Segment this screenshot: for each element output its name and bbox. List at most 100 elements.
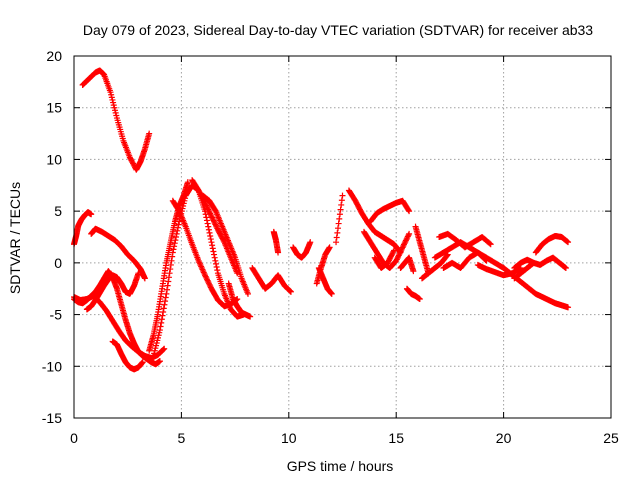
data-point: [165, 278, 172, 285]
data-point: [156, 358, 163, 365]
data-point: [211, 218, 218, 225]
data-point: [205, 206, 212, 213]
data-point: [398, 247, 405, 254]
series-arc-y: [403, 285, 423, 303]
data-point: [334, 225, 341, 232]
data-point: [404, 233, 411, 240]
data-point: [172, 237, 179, 244]
data-point: [160, 308, 167, 315]
y-tick-label: 0: [54, 255, 62, 271]
data-point: [517, 265, 524, 272]
data-point: [333, 234, 340, 241]
data-point: [158, 319, 165, 326]
data-point: [394, 255, 401, 262]
data-point: [146, 130, 153, 137]
series-arc-l: [199, 192, 251, 297]
data-point: [403, 236, 410, 243]
data-point: [203, 214, 210, 221]
data-point: [205, 226, 212, 233]
data-point: [562, 265, 569, 272]
data-point: [207, 210, 214, 217]
data-point: [404, 234, 411, 241]
data-point: [402, 238, 409, 245]
data-point: [212, 222, 219, 229]
data-point: [209, 242, 216, 249]
y-tick-labels: -15 -10 -5 0 5 10 15 20: [42, 48, 62, 426]
data-point: [156, 327, 163, 334]
series-arc-a: [79, 67, 153, 173]
data-point: [393, 256, 400, 263]
data-point: [202, 272, 209, 279]
series-arc-p: [290, 239, 314, 261]
data-point: [203, 274, 210, 281]
data-point: [307, 239, 314, 246]
data-point: [328, 290, 335, 297]
data-point: [162, 298, 169, 305]
data-point: [336, 211, 343, 218]
series-arc-e: [83, 270, 142, 313]
data-point: [202, 199, 209, 206]
data-point: [565, 239, 572, 246]
data-point: [400, 241, 407, 248]
series-arc-f: [88, 225, 148, 282]
series-arc-ah: [532, 232, 572, 256]
data-point: [336, 215, 343, 222]
data-point: [333, 239, 340, 246]
data-points: [71, 67, 572, 373]
x-tick-label: 20: [496, 430, 512, 446]
data-point: [204, 277, 211, 284]
series-arc-w: [371, 247, 398, 272]
data-point: [213, 263, 220, 270]
data-point: [161, 301, 168, 308]
data-point: [202, 211, 209, 218]
data-point: [211, 254, 218, 261]
data-point: [416, 296, 423, 303]
data-point: [486, 240, 493, 247]
data-point: [205, 280, 212, 287]
data-point: [202, 273, 209, 280]
data-point: [275, 249, 282, 256]
data-point: [247, 313, 254, 320]
x-tick-label: 10: [281, 430, 297, 446]
data-point: [202, 201, 209, 208]
data-point: [405, 232, 412, 239]
series-arc-g: [109, 338, 146, 373]
data-point: [410, 268, 417, 275]
series-arc-n: [249, 265, 294, 295]
data-point: [169, 253, 176, 260]
data-point: [203, 202, 210, 209]
series-arc-ac: [436, 230, 494, 251]
y-axis-label: SDTVAR / TECUs: [7, 182, 23, 294]
data-point: [212, 257, 219, 264]
series-arc-m: [225, 280, 254, 320]
data-point: [399, 245, 405, 252]
series-arc-aa: [418, 251, 451, 282]
data-point: [139, 359, 146, 366]
data-point: [287, 288, 294, 295]
data-point: [173, 234, 180, 240]
series-arc-j: [169, 197, 241, 310]
data-point: [530, 259, 537, 266]
data-point: [204, 220, 211, 227]
data-point: [203, 217, 210, 224]
series-arc-ai: [511, 259, 537, 282]
data-point: [396, 251, 403, 258]
data-point: [161, 345, 168, 352]
data-point: [169, 249, 176, 256]
data-point: [164, 286, 171, 293]
data-point: [244, 290, 251, 297]
data-point: [205, 278, 212, 285]
data-point: [205, 207, 212, 214]
data-point: [205, 223, 212, 230]
y-tick-label: 15: [46, 100, 62, 116]
data-point: [393, 257, 400, 264]
data-point: [487, 241, 494, 248]
series-arc-x: [397, 254, 417, 275]
series-arc-r: [315, 265, 335, 297]
data-point: [208, 213, 215, 220]
data-point: [171, 240, 178, 247]
plot-frame: [73, 55, 612, 419]
data-point: [338, 201, 345, 208]
data-point: [207, 232, 214, 239]
